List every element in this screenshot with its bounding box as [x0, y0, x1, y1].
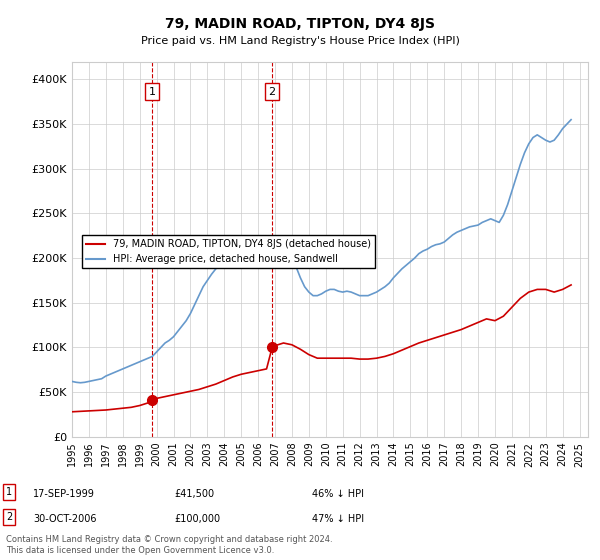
- Legend: 79, MADIN ROAD, TIPTON, DY4 8JS (detached house), HPI: Average price, detached h: 79, MADIN ROAD, TIPTON, DY4 8JS (detache…: [82, 235, 375, 268]
- Text: £41,500: £41,500: [174, 489, 214, 499]
- Text: 1: 1: [6, 487, 12, 497]
- Text: 2: 2: [6, 512, 12, 522]
- Text: 2: 2: [269, 87, 276, 97]
- Text: 47% ↓ HPI: 47% ↓ HPI: [312, 514, 364, 524]
- Text: £100,000: £100,000: [174, 514, 220, 524]
- Text: 79, MADIN ROAD, TIPTON, DY4 8JS: 79, MADIN ROAD, TIPTON, DY4 8JS: [165, 17, 435, 31]
- Text: 46% ↓ HPI: 46% ↓ HPI: [312, 489, 364, 499]
- Text: Contains HM Land Registry data © Crown copyright and database right 2024.: Contains HM Land Registry data © Crown c…: [6, 535, 332, 544]
- Text: 30-OCT-2006: 30-OCT-2006: [33, 514, 97, 524]
- Text: This data is licensed under the Open Government Licence v3.0.: This data is licensed under the Open Gov…: [6, 546, 274, 555]
- Text: Price paid vs. HM Land Registry's House Price Index (HPI): Price paid vs. HM Land Registry's House …: [140, 36, 460, 46]
- Text: 17-SEP-1999: 17-SEP-1999: [33, 489, 95, 499]
- Text: 1: 1: [148, 87, 155, 97]
